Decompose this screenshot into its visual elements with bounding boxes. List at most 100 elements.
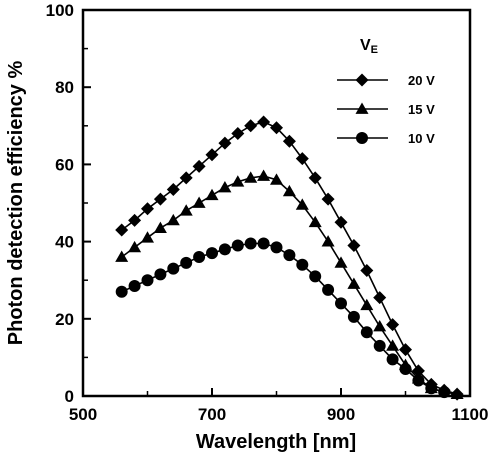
triangle-marker	[218, 181, 232, 193]
series-circle	[115, 237, 451, 399]
diamond-marker	[205, 148, 219, 162]
circle-marker	[154, 268, 167, 281]
triangle-marker	[308, 215, 322, 228]
circle-marker	[270, 241, 283, 254]
circle-marker	[244, 237, 257, 250]
triangle-marker	[295, 198, 309, 210]
circle-marker	[309, 270, 322, 283]
diamond-marker	[282, 134, 296, 148]
diamond-marker	[399, 343, 412, 357]
legend-entry: 20 V	[337, 73, 435, 88]
y-tick-label: 100	[46, 1, 74, 20]
triangle-marker	[231, 175, 245, 187]
x-axis-title: Wavelength [nm]	[196, 431, 356, 453]
y-tick-label: 40	[55, 233, 74, 252]
triangle-marker	[192, 196, 206, 208]
circle-marker	[360, 326, 373, 339]
y-axis-title: Photon detection efficiency %	[5, 61, 27, 346]
y-tick-label: 80	[55, 78, 74, 97]
y-tick-label: 0	[65, 387, 74, 406]
diamond-marker	[244, 119, 258, 133]
diamond-marker	[115, 223, 129, 237]
triangle-marker	[257, 169, 271, 181]
circle-marker	[257, 237, 270, 250]
diamond-marker	[141, 202, 154, 216]
circle-marker	[438, 386, 451, 399]
series-group	[115, 115, 464, 401]
diamond-marker	[347, 238, 361, 252]
circle-marker	[206, 247, 218, 260]
diamond-marker	[192, 159, 206, 173]
x-tick-label: 700	[198, 405, 226, 424]
diamond-marker	[257, 115, 271, 129]
diamond-marker	[334, 215, 348, 229]
triangle-marker	[179, 204, 193, 216]
circle-marker	[356, 132, 368, 144]
triangle-marker	[386, 339, 400, 351]
legend-entry: 15 V	[337, 102, 435, 117]
circle-marker	[399, 362, 412, 375]
circle-marker	[296, 258, 309, 271]
circle-marker	[141, 274, 154, 287]
x-tick-label: 1100	[452, 405, 489, 424]
circle-marker	[167, 262, 180, 275]
legend-title-main: V	[360, 37, 371, 54]
series-triangle	[115, 169, 464, 399]
diamond-marker	[179, 171, 193, 185]
circle-marker	[425, 382, 438, 395]
legend-title-sub: E	[371, 44, 378, 56]
diamond-marker	[231, 127, 245, 141]
triangle-marker	[347, 277, 361, 289]
legend-title: VE	[360, 37, 378, 56]
circle-marker	[347, 310, 360, 323]
circle-marker	[180, 256, 193, 269]
legend-label: 20 V	[408, 73, 435, 88]
triangle-marker	[282, 184, 296, 197]
diamond-marker	[295, 152, 309, 166]
circle-marker	[373, 339, 386, 352]
diamond-marker	[355, 73, 369, 87]
circle-marker	[128, 279, 141, 292]
diamond-marker	[373, 291, 387, 305]
circle-marker	[115, 285, 128, 298]
circle-marker	[412, 374, 425, 387]
y-tick-label: 20	[55, 310, 74, 329]
diamond-marker	[270, 121, 283, 135]
circle-marker	[386, 353, 399, 366]
triangle-marker	[334, 256, 348, 268]
triangle-marker	[128, 240, 142, 253]
x-tick-label: 900	[327, 405, 355, 424]
triangle-marker	[115, 250, 129, 262]
triangle-marker	[141, 231, 154, 243]
diamond-marker	[153, 192, 167, 206]
circle-marker	[335, 297, 347, 310]
legend-label: 10 V	[408, 131, 435, 146]
circle-marker	[193, 251, 206, 264]
triangle-marker	[270, 173, 283, 185]
triangle-marker	[321, 235, 335, 247]
diamond-marker	[128, 213, 142, 227]
triangle-marker	[450, 387, 464, 399]
axis-ticks: 500 700 900 1100 0 20 40 60 80 100	[46, 1, 489, 424]
plot-frame	[81, 8, 472, 398]
circle-marker	[231, 239, 244, 252]
x-tick-label: 500	[69, 405, 97, 424]
triangle-marker	[166, 213, 180, 226]
diamond-marker	[386, 318, 400, 332]
legend-entry: 10 V	[337, 131, 435, 146]
triangle-marker	[355, 102, 369, 114]
circle-marker	[322, 283, 335, 296]
circle-marker	[218, 243, 231, 256]
triangle-marker	[153, 221, 167, 233]
y-tick-label: 60	[55, 155, 74, 174]
triangle-marker	[373, 320, 387, 332]
diamond-marker	[321, 192, 335, 206]
diamond-marker	[308, 171, 322, 185]
circle-marker	[283, 249, 296, 262]
triangle-marker	[205, 188, 219, 201]
legend-label: 15 V	[408, 102, 435, 117]
diamond-marker	[218, 136, 232, 150]
diamond-marker	[166, 182, 180, 196]
triangle-marker	[244, 171, 258, 183]
